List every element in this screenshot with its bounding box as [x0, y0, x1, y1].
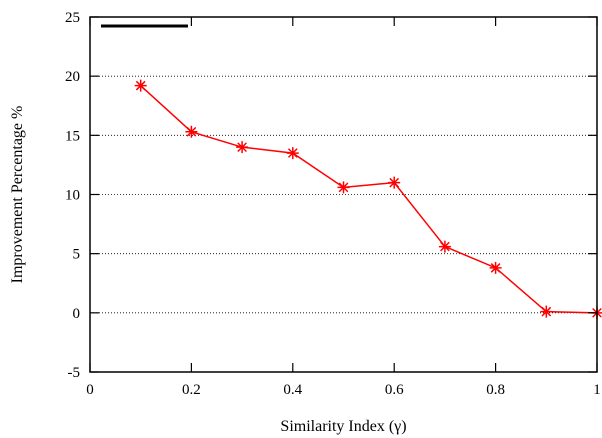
plot-frame [89, 16, 598, 373]
x-tick-label: 0.4 [283, 382, 302, 398]
x-tick-label: 1 [593, 382, 601, 398]
x-axis-label: Similarity Index (γ) [280, 418, 406, 435]
y-tick-label: 15 [65, 128, 80, 144]
x-tick-label: 0.8 [486, 382, 505, 398]
data-point [540, 305, 553, 318]
y-tick-label: 5 [73, 247, 81, 263]
y-tick-label: 10 [65, 188, 80, 204]
series-line [140, 85, 598, 314]
x-tick-label: 0.6 [385, 382, 404, 398]
data-point [134, 79, 147, 92]
y-axis-label: Improvement Percentage % [9, 106, 26, 284]
data-point [185, 125, 198, 138]
data-point [388, 176, 401, 189]
y-tick-label: 20 [65, 69, 80, 85]
x-tick-label: 0.2 [182, 382, 201, 398]
axis-ticks: -5 0 5 10 15 20 25 0 0.2 0.4 0.6 0.8 1 [65, 10, 601, 398]
series-layer [134, 79, 602, 319]
y-tick-label: 25 [65, 10, 80, 26]
data-point [489, 261, 502, 274]
data-point [286, 147, 299, 160]
data-point [236, 141, 249, 154]
data-point [438, 240, 451, 253]
y-tick-label: 0 [73, 306, 81, 322]
grid-lines [90, 75, 597, 314]
data-point [337, 181, 350, 194]
y-tick-label: -5 [68, 365, 81, 381]
x-tick-label: 0 [86, 382, 94, 398]
